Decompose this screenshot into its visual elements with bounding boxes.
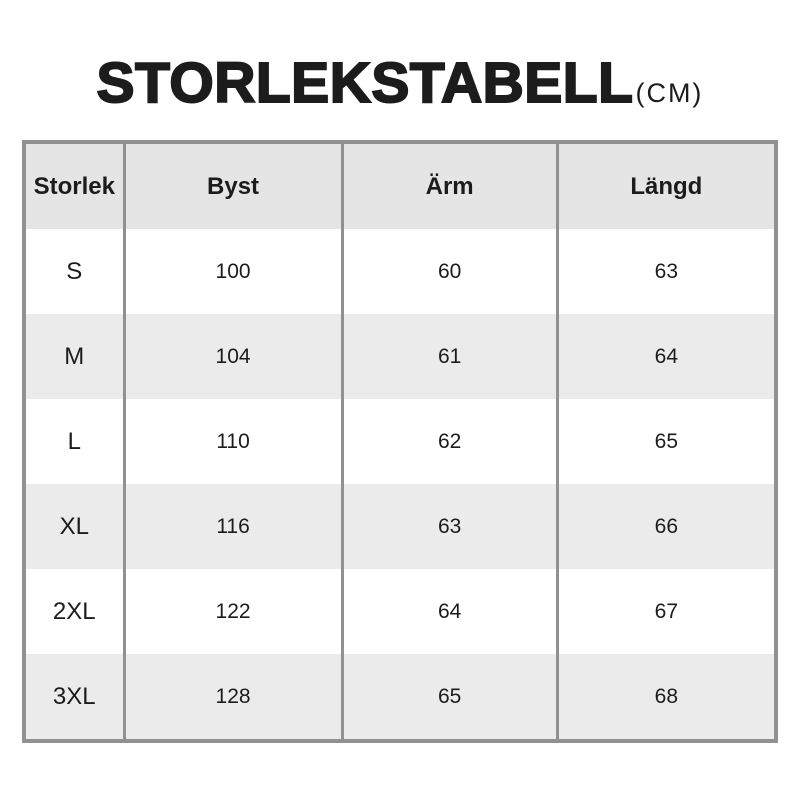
value-cell: 65 bbox=[340, 654, 558, 741]
value-cell: 100 bbox=[122, 229, 343, 314]
value-cell: 116 bbox=[122, 484, 343, 569]
size-cell: 3XL bbox=[24, 654, 125, 741]
column-header: Storlek bbox=[24, 142, 125, 229]
value-cell: 63 bbox=[555, 229, 776, 314]
table-row: 3XL 128 65 68 bbox=[24, 654, 776, 741]
value-cell: 122 bbox=[122, 569, 343, 654]
value-cell: 60 bbox=[340, 229, 558, 314]
table-header-row: Storlek Byst Ärm Längd bbox=[24, 142, 776, 229]
size-cell: S bbox=[24, 229, 125, 314]
column-header: Byst bbox=[122, 142, 343, 229]
value-cell: 61 bbox=[340, 314, 558, 399]
page-title: STORLEKSTABELL bbox=[96, 50, 634, 116]
value-cell: 68 bbox=[555, 654, 776, 741]
table-row: S 100 60 63 bbox=[24, 229, 776, 314]
size-cell: L bbox=[24, 399, 125, 484]
size-cell: M bbox=[24, 314, 125, 399]
value-cell: 64 bbox=[555, 314, 776, 399]
table-row: M 104 61 64 bbox=[24, 314, 776, 399]
title-block: STORLEKSTABELL(CM) bbox=[0, 0, 800, 116]
value-cell: 62 bbox=[340, 399, 558, 484]
table-row: L 110 62 65 bbox=[24, 399, 776, 484]
value-cell: 67 bbox=[555, 569, 776, 654]
value-cell: 66 bbox=[555, 484, 776, 569]
value-cell: 64 bbox=[340, 569, 558, 654]
title-unit-label: (CM) bbox=[635, 78, 704, 108]
value-cell: 128 bbox=[122, 654, 343, 741]
size-cell: 2XL bbox=[24, 569, 125, 654]
value-cell: 65 bbox=[555, 399, 776, 484]
table-row: XL 116 63 66 bbox=[24, 484, 776, 569]
value-cell: 63 bbox=[340, 484, 558, 569]
size-cell: XL bbox=[24, 484, 125, 569]
table-row: 2XL 122 64 67 bbox=[24, 569, 776, 654]
value-cell: 104 bbox=[122, 314, 343, 399]
column-header: Längd bbox=[555, 142, 776, 229]
column-header: Ärm bbox=[340, 142, 558, 229]
size-chart-table: Storlek Byst Ärm Längd S 100 60 63 M 104 61 64 L 110… bbox=[22, 140, 778, 743]
value-cell: 110 bbox=[122, 399, 343, 484]
